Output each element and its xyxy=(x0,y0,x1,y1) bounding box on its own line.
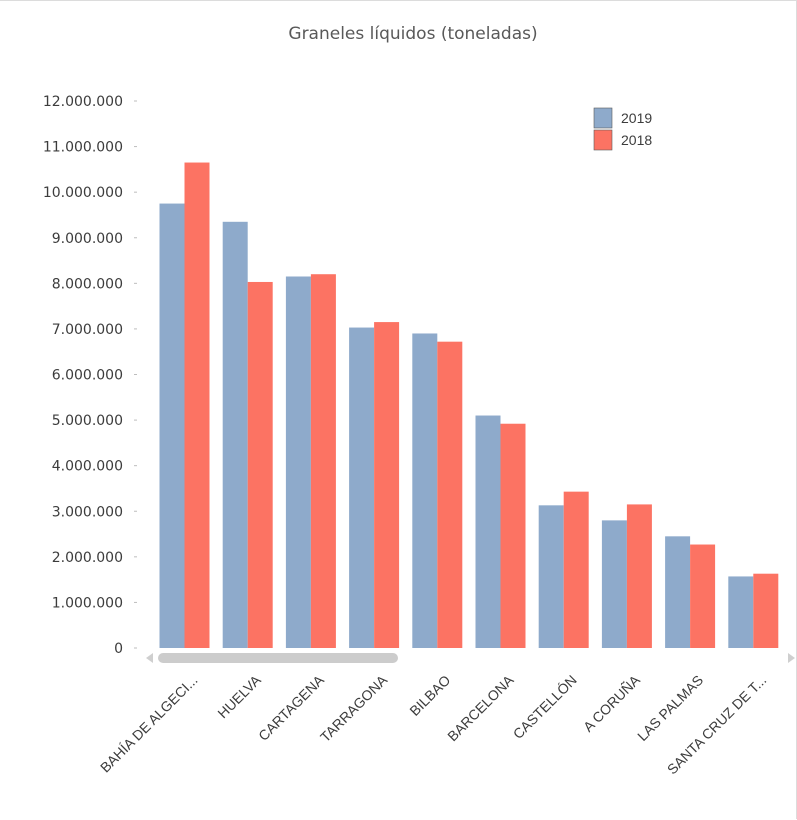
legend: 2019 2018 xyxy=(593,107,652,151)
y-tick-label: 4.000.000 xyxy=(52,459,123,475)
x-tick-label: BAHÍA DE ALGECI... xyxy=(97,672,201,776)
bar-2019 xyxy=(601,520,627,648)
scrollbar-thumb[interactable] xyxy=(158,653,398,663)
bar-2019 xyxy=(728,576,754,648)
bar-2018 xyxy=(690,544,716,648)
bar-2018 xyxy=(247,281,273,648)
y-tick-label: 1.000.000 xyxy=(52,595,123,611)
legend-swatch-2019 xyxy=(593,107,613,129)
bar-2018 xyxy=(374,322,400,648)
x-axis: BAHÍA DE ALGECI... HUELVACARTAGENATARRAGO… xyxy=(97,671,770,777)
x-scrollbar[interactable] xyxy=(146,653,795,663)
chart-title: Graneles líquidos (toneladas) xyxy=(288,24,537,44)
bar-2019 xyxy=(475,415,501,648)
y-tick-label: 9.000.000 xyxy=(52,231,123,247)
y-tick-label: 2.000.000 xyxy=(52,550,123,566)
bar-2018 xyxy=(753,573,779,648)
bar-2018 xyxy=(437,341,463,648)
scroll-left-arrow-icon[interactable] xyxy=(146,653,153,663)
bars xyxy=(159,162,779,648)
bar-2018 xyxy=(310,274,336,648)
y-axis: 0 1.000.000 2.000.000 3.000.000 4.000.000 5.0… xyxy=(43,94,137,657)
bar-2018 xyxy=(626,504,652,648)
y-tick-label: 8.000.000 xyxy=(52,276,123,292)
y-tick-label: 0 xyxy=(114,641,123,657)
bar-2019 xyxy=(412,333,438,648)
x-tick-label: BILBAO xyxy=(406,672,453,719)
y-tick-label: 7.000.000 xyxy=(52,322,123,338)
y-tick-label: 5.000.000 xyxy=(52,413,123,429)
bar-2019 xyxy=(349,327,375,648)
y-tick-label: 3.000.000 xyxy=(52,504,123,520)
x-tick-label: BARCELONA xyxy=(444,671,517,744)
bar-2018 xyxy=(184,162,210,648)
x-tick-label: HUELVA xyxy=(214,671,264,721)
bar-2018 xyxy=(563,491,589,648)
bar-2019 xyxy=(285,276,311,648)
legend-label-2018: 2018 xyxy=(621,132,652,148)
y-tick-label: 12.000.000 xyxy=(43,94,123,110)
legend-label-2019: 2019 xyxy=(621,110,652,126)
y-tick-label: 10.000.000 xyxy=(43,185,123,201)
legend-swatch-2018 xyxy=(593,129,613,151)
bar-2019 xyxy=(665,536,691,648)
y-tick-label: 11.000.000 xyxy=(43,140,123,156)
bar-2019 xyxy=(159,203,185,648)
bar-2019 xyxy=(538,505,564,648)
y-tick-label: 6.000.000 xyxy=(52,368,123,384)
bar-2018 xyxy=(500,423,526,648)
x-tick-label: A CORUÑA xyxy=(580,671,643,734)
x-tick-label: CASTELLÓN xyxy=(510,672,580,742)
scroll-right-arrow-icon[interactable] xyxy=(788,653,795,663)
bar-2019 xyxy=(222,221,248,648)
x-tick-label: TARRAGONA xyxy=(317,671,391,745)
